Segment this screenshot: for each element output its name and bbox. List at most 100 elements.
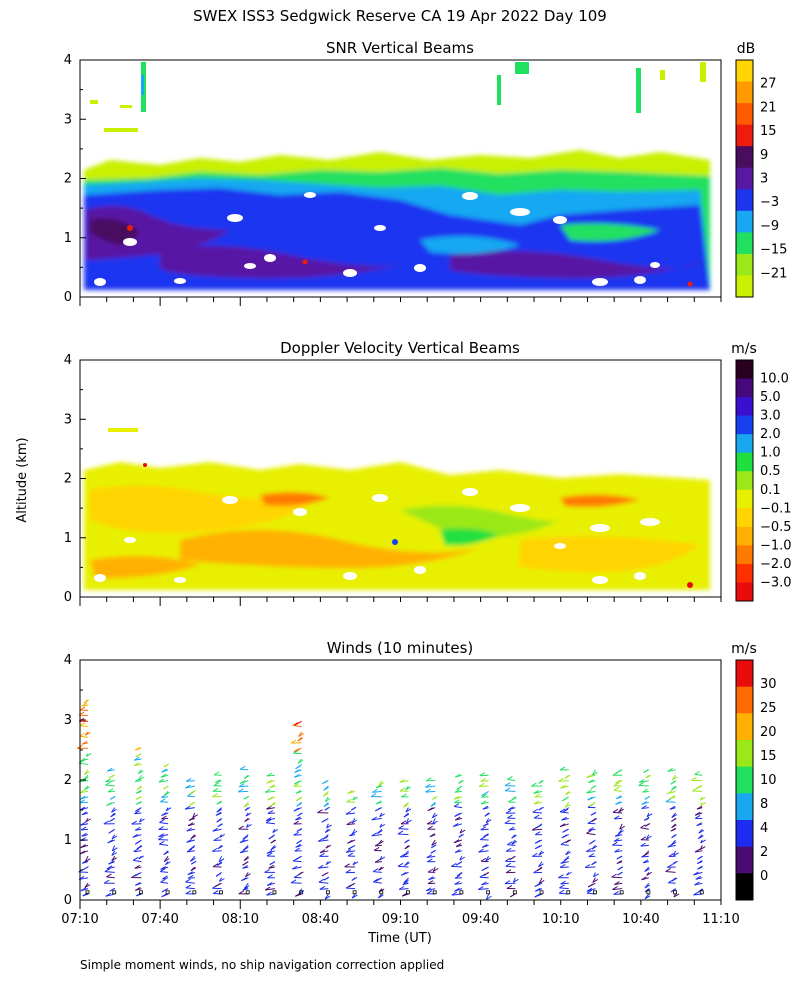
wind-barb-flag	[615, 779, 621, 784]
figure-title: SWEX ISS3 Sedgwick Reserve CA 19 Apr 202…	[193, 7, 607, 25]
colorbar-swatch	[736, 526, 753, 546]
wind-barb-flag	[245, 873, 251, 878]
colorbar-label: −15	[760, 243, 787, 258]
wind-barb	[345, 850, 356, 853]
wind-barb-flag	[697, 865, 703, 870]
wind-barb-flag	[379, 823, 386, 828]
snr-heatmap	[84, 62, 710, 290]
colorbar-label: −2.0	[760, 557, 792, 572]
wind-barb-flag	[133, 848, 139, 853]
wind-barb-flag	[323, 786, 329, 791]
wind-barb-flag	[562, 828, 568, 833]
wind-barb-flag	[370, 793, 377, 798]
wind-barb-flag	[614, 848, 620, 853]
wind-barb-flag	[558, 874, 564, 879]
wind-barb-flag	[613, 890, 619, 895]
wind-barb-flag	[616, 860, 623, 864]
wind-barb-flag	[511, 840, 518, 845]
wind-barb	[372, 790, 382, 793]
x-tick-label: 09:10	[382, 912, 419, 927]
wind-barb-flag	[561, 834, 568, 839]
wind-barb-flag	[504, 782, 511, 787]
wind-profile	[504, 775, 519, 898]
calm-marker	[325, 890, 330, 895]
wind-barb-flag	[428, 876, 434, 881]
wind-barb-flag	[347, 839, 353, 844]
wind-barb	[560, 844, 569, 846]
y-tick-label: 3	[64, 412, 72, 427]
wind-barb-flag	[403, 879, 410, 884]
wind-barb	[371, 834, 382, 837]
wind-barb	[398, 828, 409, 830]
colorbar-label: 1.0	[760, 446, 781, 461]
wind-barb-flag	[268, 835, 274, 840]
wind-barb-flag	[214, 883, 221, 887]
wind-barb-flag	[511, 796, 517, 801]
wind-barb-flag	[587, 796, 593, 801]
wind-barb-flag	[266, 779, 273, 784]
wind-barb	[104, 871, 115, 873]
wind-barb-flag	[242, 835, 248, 840]
wind-barb-flag	[135, 753, 142, 758]
wind-barb-flag	[136, 786, 143, 791]
wind-barb-flag	[84, 786, 90, 791]
wind-barb-flag	[588, 827, 594, 831]
wind-barb-flag	[164, 791, 170, 796]
wind-barb-flag	[352, 796, 358, 801]
wind-barb-flag	[398, 825, 404, 829]
wind-barb	[585, 866, 596, 869]
y-tick-label: 1	[64, 833, 72, 848]
colorbar-swatch	[736, 471, 753, 491]
wind-barb-flag	[513, 878, 519, 883]
calm-marker	[192, 890, 197, 895]
wind-barb-flag	[427, 807, 434, 812]
wind-barb-flag	[323, 876, 330, 881]
wind-barb-flag	[80, 789, 86, 794]
wind-barb-flag	[510, 893, 516, 898]
wind-barb-flag	[671, 786, 677, 791]
wind-barb-flag	[158, 836, 164, 841]
wind-barb-flag	[267, 810, 274, 814]
calm-marker	[699, 890, 704, 895]
wind-barb-flag	[317, 864, 324, 869]
calm-marker	[593, 890, 597, 895]
wind-barb-flag	[346, 798, 352, 803]
wind-barb	[185, 807, 195, 810]
wind-barb-flag	[671, 877, 678, 882]
colorbar-swatch	[736, 275, 753, 298]
wind-barb-flag	[670, 827, 677, 832]
wind-barb-flag	[81, 702, 87, 707]
wind-barb-flag	[242, 861, 248, 866]
wind-barb-flag	[561, 816, 567, 821]
wind-barb-flag	[373, 846, 380, 851]
wind-barb	[479, 876, 489, 879]
wind-barb-flag	[693, 871, 699, 876]
wind-barb	[398, 865, 409, 868]
wind-profile	[317, 780, 332, 900]
colorbar-swatch	[736, 210, 753, 233]
wind-barb-flag	[185, 890, 192, 895]
calm-marker	[406, 890, 410, 895]
calm-marker	[432, 890, 437, 895]
winds-y-axis: 0 1 2 3 4	[64, 653, 86, 908]
wind-barb-flag	[591, 818, 598, 822]
snr-y-axis: 0 1 2 3 4	[64, 53, 86, 305]
wind-barb-flag	[694, 881, 700, 886]
doppler-x-axis	[79, 597, 722, 606]
wind-barb-flag	[80, 887, 87, 892]
wind-barb-flag	[480, 778, 487, 782]
wind-barb	[213, 839, 222, 842]
wind-barb	[532, 811, 543, 814]
wind-barb-flag	[319, 852, 325, 857]
calm-marker	[673, 890, 677, 895]
y-tick-label: 2	[64, 172, 72, 187]
wind-barb-flag	[352, 861, 359, 866]
wind-barb-flag	[427, 825, 433, 830]
wind-barb-flag	[586, 829, 592, 834]
wind-barb-flag	[165, 861, 171, 866]
colorbar-swatch	[736, 415, 753, 435]
wind-barb-flag	[483, 833, 489, 838]
wind-barb-flag	[586, 774, 592, 779]
wind-barb-flag	[239, 849, 246, 854]
wind-barb-flag	[538, 806, 544, 811]
